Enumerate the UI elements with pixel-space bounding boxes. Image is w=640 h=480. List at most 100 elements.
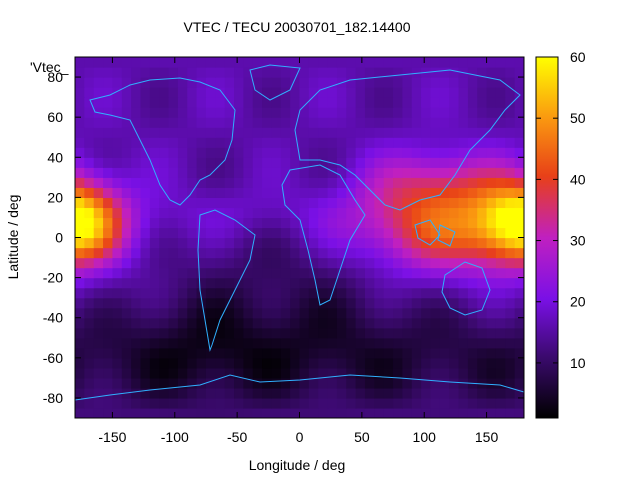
heatmap-cell	[234, 357, 244, 369]
heatmap-cell	[374, 247, 385, 259]
heatmap-cell	[159, 257, 170, 269]
heatmap-cell	[252, 237, 263, 249]
heatmap-cell	[280, 217, 291, 229]
heatmap-cell	[252, 227, 263, 239]
heatmap-cell	[393, 397, 403, 409]
heatmap-cell	[177, 367, 188, 379]
heatmap-cell	[224, 137, 235, 148]
heatmap-cell	[336, 197, 347, 209]
heatmap-cell	[299, 187, 310, 198]
heatmap-cell	[430, 387, 441, 399]
heatmap-cell	[196, 407, 207, 418]
heatmap-cell	[477, 137, 488, 148]
heatmap-cell	[103, 197, 114, 209]
y-tick-label: -40	[43, 310, 63, 326]
heatmap-cell	[187, 207, 198, 219]
heatmap-cell	[121, 377, 132, 389]
heatmap-cell	[205, 317, 216, 329]
heatmap-cell	[234, 187, 244, 198]
heatmap-cell	[374, 237, 385, 249]
heatmap-cell	[140, 247, 151, 259]
heatmap-cell	[495, 67, 506, 78]
heatmap-cell	[505, 227, 516, 239]
heatmap-cell	[196, 197, 207, 209]
heatmap-cell	[112, 97, 123, 108]
heatmap-cell	[327, 387, 338, 399]
heatmap-cell	[458, 397, 469, 409]
heatmap-cell	[140, 287, 151, 299]
heatmap-cell	[495, 237, 506, 249]
heatmap-cell	[215, 147, 226, 158]
heatmap-cell	[93, 407, 104, 418]
heatmap-cell	[215, 177, 226, 188]
heatmap-cell	[271, 147, 282, 158]
heatmap-cell	[168, 397, 179, 409]
heatmap-cell	[355, 387, 366, 399]
heatmap-cell	[514, 207, 524, 219]
heatmap-cell	[112, 57, 123, 68]
heatmap-cell	[505, 367, 516, 379]
heatmap-cell	[177, 157, 188, 168]
heatmap-cell	[262, 67, 273, 78]
heatmap-cell	[318, 277, 329, 289]
x-tick-label: -150	[98, 429, 126, 445]
heatmap-cell	[224, 397, 235, 409]
heatmap-cell	[112, 327, 123, 339]
heatmap-cell	[252, 337, 263, 349]
heatmap-cell	[131, 137, 142, 148]
heatmap-cell	[336, 147, 347, 158]
heatmap-cell	[449, 87, 460, 98]
heatmap-cell	[467, 117, 478, 128]
heatmap-cell	[383, 77, 394, 88]
heatmap-cell	[75, 87, 85, 98]
heatmap-cell	[383, 57, 394, 68]
heatmap-cell	[374, 387, 385, 399]
heatmap-cell	[262, 107, 273, 118]
heatmap-cell	[346, 217, 357, 229]
heatmap-cell	[234, 367, 244, 379]
heatmap-cell	[140, 237, 151, 249]
heatmap-cell	[234, 307, 244, 319]
heatmap-cell	[75, 387, 85, 399]
heatmap-cell	[393, 87, 403, 98]
heatmap-cell	[486, 297, 497, 309]
heatmap-cell	[103, 87, 114, 98]
heatmap-cell	[318, 267, 329, 279]
heatmap-cell	[103, 237, 114, 249]
heatmap-cell	[159, 97, 170, 108]
heatmap-cell	[402, 187, 413, 198]
heatmap-cell	[299, 337, 310, 349]
heatmap-cell	[140, 107, 151, 118]
heatmap-cell	[439, 217, 450, 229]
heatmap-cell	[271, 357, 282, 369]
heatmap-cell	[205, 357, 216, 369]
heatmap-cell	[93, 67, 104, 78]
heatmap-cell	[477, 97, 488, 108]
heatmap-cell	[224, 247, 235, 259]
heatmap-cell	[402, 387, 413, 399]
heatmap-cell	[402, 157, 413, 168]
heatmap-cell	[486, 227, 497, 239]
heatmap-cell	[75, 187, 85, 198]
heatmap-cell	[196, 137, 207, 148]
heatmap-cell	[168, 97, 179, 108]
heatmap-cell	[243, 237, 254, 249]
heatmap-cell	[393, 197, 403, 209]
heatmap-cell	[252, 307, 263, 319]
heatmap-cell	[495, 277, 506, 289]
heatmap-cell	[346, 397, 357, 409]
heatmap-cell	[467, 167, 478, 178]
heatmap-cell	[93, 77, 104, 88]
heatmap-cell	[168, 227, 179, 239]
heatmap-cell	[93, 287, 104, 299]
heatmap-cell	[271, 197, 282, 209]
heatmap-cell	[262, 357, 273, 369]
heatmap-cell	[364, 207, 375, 219]
heatmap-cell	[280, 107, 291, 118]
heatmap-cell	[411, 117, 422, 128]
heatmap-cell	[243, 137, 254, 148]
heatmap-cell	[271, 187, 282, 198]
heatmap-cell	[308, 397, 319, 409]
heatmap-cell	[402, 357, 413, 369]
heatmap-cell	[196, 397, 207, 409]
